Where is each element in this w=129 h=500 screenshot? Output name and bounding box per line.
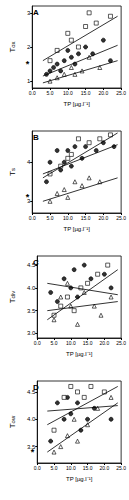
svg-text:15.0: 15.0 bbox=[83, 340, 93, 346]
svg-text:20.0: 20.0 bbox=[98, 215, 108, 221]
svg-text:4.5: 4.5 bbox=[27, 389, 36, 395]
svg-text:15.0: 15.0 bbox=[81, 215, 91, 221]
svg-text:3.5: 3.5 bbox=[27, 444, 36, 450]
svg-text:4.0: 4.0 bbox=[27, 285, 36, 291]
svg-text:0.0: 0.0 bbox=[34, 340, 41, 346]
svg-text:2: 2 bbox=[27, 44, 31, 50]
svg-text:div: div bbox=[10, 291, 16, 299]
svg-text:1: 1 bbox=[27, 78, 31, 84]
svg-text:3: 3 bbox=[27, 198, 31, 204]
svg-text:ox: ox bbox=[10, 41, 16, 47]
svg-text:B: B bbox=[33, 133, 39, 142]
svg-text:10.0: 10.0 bbox=[66, 465, 76, 471]
svg-text:10.0: 10.0 bbox=[66, 340, 76, 346]
svg-text:10.0: 10.0 bbox=[63, 215, 73, 221]
svg-text:T: T bbox=[7, 423, 17, 429]
svg-text:4.5: 4.5 bbox=[27, 262, 36, 268]
svg-text:3: 3 bbox=[27, 10, 31, 16]
svg-text:TP [µg.l⁻¹]: TP [µg.l⁻¹] bbox=[64, 226, 91, 232]
svg-text:5.0: 5.0 bbox=[47, 215, 54, 221]
svg-text:3.5: 3.5 bbox=[27, 308, 36, 314]
svg-text:4: 4 bbox=[27, 159, 31, 165]
svg-text:D: D bbox=[33, 382, 39, 392]
svg-text:3.0: 3.0 bbox=[27, 330, 36, 336]
svg-text:T: T bbox=[7, 298, 17, 304]
svg-text:5.0: 5.0 bbox=[47, 90, 54, 96]
svg-text:15.0: 15.0 bbox=[83, 465, 93, 471]
svg-text:5.0: 5.0 bbox=[51, 465, 58, 471]
svg-text:T: T bbox=[7, 171, 17, 176]
svg-text:15.0: 15.0 bbox=[81, 90, 91, 96]
svg-text:10.0: 10.0 bbox=[63, 90, 73, 96]
svg-text:25.0: 25.0 bbox=[116, 465, 126, 471]
svg-text:0.0: 0.0 bbox=[29, 215, 36, 221]
svg-text:20.0: 20.0 bbox=[98, 90, 108, 96]
svg-text:C: C bbox=[33, 257, 39, 267]
svg-text:s: s bbox=[10, 168, 16, 171]
svg-text:T: T bbox=[7, 47, 17, 53]
svg-text:0.0: 0.0 bbox=[34, 465, 41, 471]
svg-text:ow: ow bbox=[10, 415, 16, 423]
svg-text:0.0: 0.0 bbox=[29, 90, 36, 96]
svg-text:TP [µg.l⁻¹]: TP [µg.l⁻¹] bbox=[66, 351, 93, 357]
svg-text:TP [µg.l⁻¹]: TP [µg.l⁻¹] bbox=[66, 476, 93, 482]
svg-text:25.0: 25.0 bbox=[116, 215, 126, 221]
svg-text:5.0: 5.0 bbox=[51, 340, 58, 346]
svg-text:20.0: 20.0 bbox=[99, 340, 109, 346]
svg-text:TP [µg.l⁻¹]: TP [µg.l⁻¹] bbox=[64, 101, 91, 107]
svg-text:20.0: 20.0 bbox=[99, 465, 109, 471]
svg-text:*: * bbox=[26, 59, 30, 69]
svg-text:25.0: 25.0 bbox=[116, 340, 126, 346]
svg-text:25.0: 25.0 bbox=[116, 90, 126, 96]
svg-text:4.0: 4.0 bbox=[27, 416, 36, 422]
svg-text:A: A bbox=[33, 8, 39, 17]
